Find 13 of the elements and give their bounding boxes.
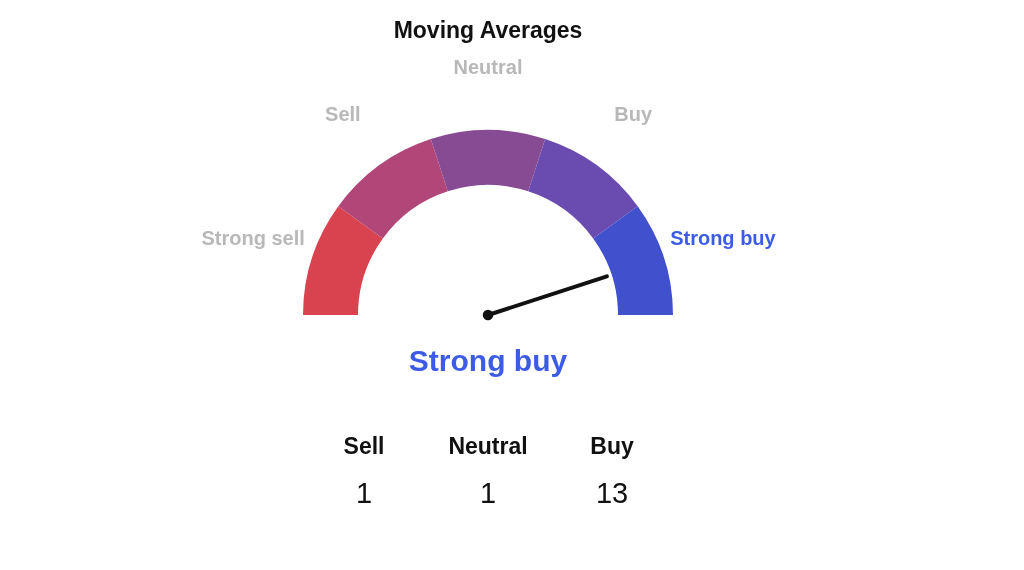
category-label: Sell xyxy=(343,433,385,459)
slice-label: Neutral xyxy=(453,56,523,78)
data-label: 13 xyxy=(595,477,629,509)
data-label: 1 xyxy=(355,477,373,509)
slice-label: Strong buy xyxy=(670,226,777,249)
slice-label: Buy xyxy=(614,103,653,126)
text: Strong buy xyxy=(408,344,568,377)
chart-title: Moving Averages xyxy=(393,17,583,43)
slice-label: Sell xyxy=(325,103,361,126)
slice-label: Strong sell xyxy=(201,226,305,249)
category-label: Neutral xyxy=(448,433,528,459)
data-label: 1 xyxy=(479,477,497,509)
category-label: Buy xyxy=(590,433,634,459)
